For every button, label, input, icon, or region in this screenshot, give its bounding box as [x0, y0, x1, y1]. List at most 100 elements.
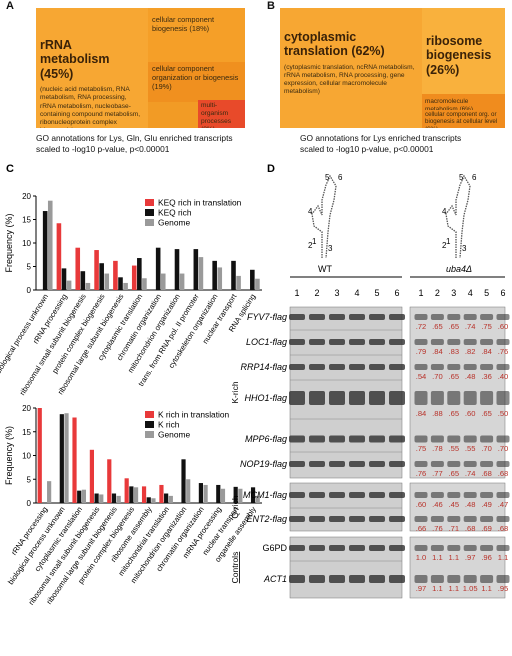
- bar: [164, 493, 169, 503]
- band: [309, 314, 325, 320]
- band-quantification: .74: [465, 322, 476, 331]
- bar: [111, 493, 117, 503]
- lane-label: 1: [294, 288, 299, 298]
- diagram-label: 3: [328, 244, 333, 253]
- band-quantification: .47: [498, 500, 509, 509]
- band: [389, 516, 405, 522]
- bar: [124, 478, 129, 503]
- band: [430, 364, 444, 370]
- band: [289, 575, 305, 583]
- band: [349, 545, 365, 551]
- band-quantification: 1.1: [498, 553, 509, 562]
- row-label: RRP14-flag: [240, 362, 287, 372]
- band-quantification: .68: [481, 469, 492, 478]
- legend-swatch: [145, 421, 154, 428]
- diagram-label: 2: [442, 241, 447, 250]
- band: [349, 364, 365, 370]
- legend-label: K rich in translation: [158, 410, 230, 420]
- bar: [89, 449, 94, 503]
- diagram-label: 3: [462, 244, 467, 253]
- band: [447, 545, 461, 551]
- band: [309, 364, 325, 370]
- band: [349, 314, 365, 320]
- band: [414, 339, 428, 345]
- bar: [129, 486, 134, 503]
- band: [289, 461, 305, 467]
- band: [289, 435, 305, 443]
- legend-swatch: [145, 209, 154, 216]
- bar: [56, 223, 62, 290]
- band: [389, 391, 405, 405]
- tile-detail: (cytoplasmic translation, ncRNA metaboli…: [284, 63, 415, 96]
- band-quantification: .54: [416, 372, 427, 381]
- y-axis-label: Frequency (%): [4, 426, 14, 485]
- band-quantification: .77: [432, 469, 443, 478]
- band: [496, 391, 510, 405]
- bar: [203, 484, 208, 503]
- band: [369, 545, 385, 551]
- bar: [107, 459, 112, 503]
- y-tick-label: 20: [22, 192, 31, 201]
- lane-label: 2: [435, 288, 440, 298]
- y-axis-label: Frequency (%): [4, 213, 14, 272]
- bar: [141, 486, 147, 503]
- band: [349, 575, 365, 583]
- band: [389, 575, 405, 583]
- bar: [104, 273, 110, 290]
- bar: [47, 481, 52, 503]
- bar: [72, 417, 77, 503]
- band: [463, 435, 477, 443]
- band-quantification: .69: [481, 524, 492, 533]
- legend-swatch: [145, 411, 154, 418]
- y-tick-label: 20: [22, 404, 31, 413]
- band: [430, 575, 444, 583]
- lane-label: 3: [451, 288, 456, 298]
- row-label: ACT1: [263, 574, 287, 584]
- band: [349, 492, 365, 498]
- band: [480, 314, 494, 320]
- band: [289, 391, 305, 405]
- bar: [217, 267, 223, 290]
- band-quantification: .97: [465, 553, 476, 562]
- band: [430, 314, 444, 320]
- bar: [238, 488, 243, 503]
- bar: [186, 479, 191, 503]
- treemap-tile: cellular component org. or biogenesis at…: [422, 110, 505, 128]
- lane-label: 5: [484, 288, 489, 298]
- band: [369, 314, 385, 320]
- band: [389, 461, 405, 467]
- bar: [236, 275, 241, 290]
- band-quantification: .82: [465, 347, 476, 356]
- band: [480, 575, 494, 583]
- row-label: MCM1-flag: [243, 490, 287, 500]
- row-label: MPP6-flag: [245, 434, 287, 444]
- band: [309, 435, 325, 443]
- row-label: ENT2-flag: [246, 514, 287, 524]
- trna-structure: [311, 174, 337, 259]
- band: [309, 575, 325, 583]
- bar: [80, 271, 86, 290]
- band: [329, 391, 345, 405]
- band: [447, 364, 461, 370]
- band: [389, 314, 405, 320]
- bar: [155, 247, 161, 290]
- legend-label: Genome: [158, 218, 190, 228]
- row-label: HHO1-flag: [244, 393, 287, 403]
- band: [289, 492, 305, 498]
- band-quantification: .70: [432, 372, 443, 381]
- treemap: rRNA metabolism (45%) (nucleic acid meta…: [36, 8, 245, 128]
- band: [430, 492, 444, 498]
- bar: [75, 247, 81, 290]
- bar: [94, 250, 99, 290]
- band-quantification: .84: [432, 347, 443, 356]
- diagram-label: 4: [442, 207, 447, 216]
- band: [496, 339, 510, 345]
- band-quantification: .88: [432, 409, 443, 418]
- band: [414, 314, 428, 320]
- band: [430, 339, 444, 345]
- band-quantification: 1.1: [432, 584, 443, 593]
- band: [369, 364, 385, 370]
- row-label: NOP19-flag: [240, 459, 287, 469]
- bar: [168, 495, 173, 503]
- trna-structure: [445, 174, 471, 259]
